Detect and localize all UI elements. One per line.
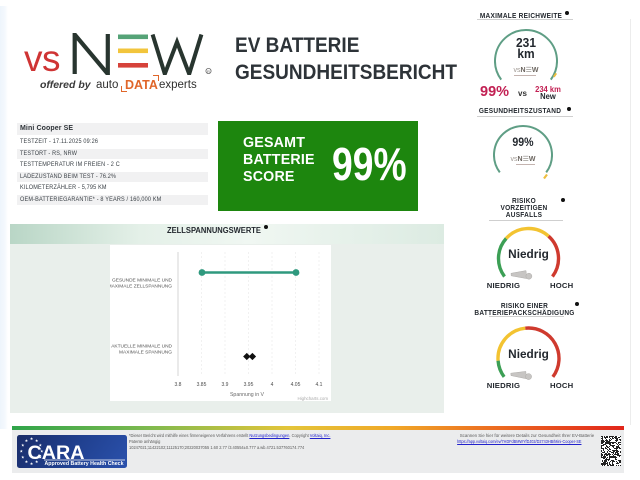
svg-text:★: ★ (35, 459, 39, 464)
svg-text:Spannung in V: Spannung in V (230, 392, 265, 398)
svg-text:3.85: 3.85 (197, 382, 207, 388)
svg-text:CARA: CARA (28, 442, 85, 464)
svg-text:★: ★ (39, 455, 43, 460)
svg-text:MAXIMALE SPANNUNG: MAXIMALE SPANNUNG (119, 350, 172, 356)
svg-text:★: ★ (39, 442, 43, 447)
svg-text:GESUNDE MINIMALE UND: GESUNDE MINIMALE UND (112, 278, 173, 284)
svg-text:Approved Battery Health Check: Approved Battery Health Check (45, 461, 125, 467)
svg-text:★: ★ (25, 459, 29, 464)
svg-text:4: 4 (271, 382, 274, 388)
svg-text:★: ★ (20, 449, 24, 454)
svg-text:3.95: 3.95 (244, 382, 254, 388)
svg-text:3.8: 3.8 (175, 382, 182, 388)
svg-text:★: ★ (40, 449, 44, 454)
svg-text:Highcharts.com: Highcharts.com (297, 396, 328, 401)
svg-text:3.9: 3.9 (222, 382, 229, 388)
svg-text:★: ★ (21, 455, 25, 460)
svg-text:MAXIMALE ZELLSPANNUNG: MAXIMALE ZELLSPANNUNG (110, 284, 172, 290)
svg-text:AKTUELLE MINIMALE UND: AKTUELLE MINIMALE UND (111, 344, 172, 350)
svg-text:★: ★ (25, 438, 29, 443)
svg-text:R: R (207, 69, 210, 74)
svg-text:4.05: 4.05 (291, 382, 301, 388)
svg-text:4.1: 4.1 (316, 382, 323, 388)
svg-text:★: ★ (21, 442, 25, 447)
svg-text:★: ★ (30, 461, 34, 466)
svg-text:★: ★ (30, 436, 34, 441)
svg-text:★: ★ (35, 438, 39, 443)
